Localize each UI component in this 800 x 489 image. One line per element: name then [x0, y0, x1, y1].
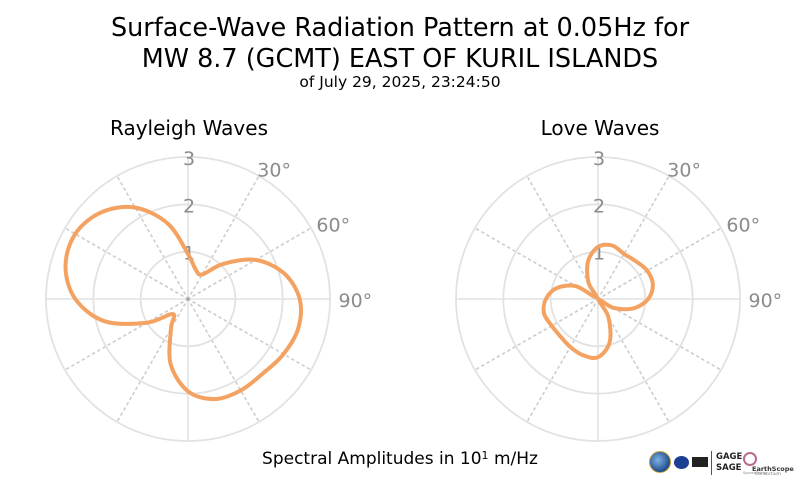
- love-spoke-60: [597, 227, 722, 300]
- chart-subtitle: of July 29, 2025, 23:24:50: [299, 73, 501, 91]
- rayleigh-r-tick-label: 2: [183, 195, 195, 217]
- gage-sage-logo: GAGE SAGE: [711, 451, 742, 475]
- sponsor-logos: GAGE SAGE EarthScope Consortium Sponsore…: [649, 449, 797, 479]
- rayleigh-spoke-330: [116, 175, 189, 300]
- love-r-tick-label: 3: [593, 148, 605, 170]
- love-r-tick-label: 2: [593, 195, 605, 217]
- rayleigh-spoke-240: [64, 298, 189, 371]
- nasa-logo-icon: [674, 456, 689, 469]
- rayleigh-theta-tick-label: 90°: [339, 290, 373, 312]
- sage-logo-text: SAGE: [716, 463, 742, 473]
- rayleigh-spoke-30: [187, 175, 260, 300]
- love-ring-2: [502, 203, 694, 395]
- rayleigh-theta-tick-label: 30°: [257, 160, 291, 182]
- love-spoke-240: [474, 298, 599, 371]
- love-ring-3: [455, 156, 741, 442]
- chart-title-line-1: Surface-Wave Radiation Pattern at 0.05Hz…: [110, 13, 690, 43]
- nsf-logo-icon: [649, 451, 671, 473]
- rayleigh-plot-title: Rayleigh Waves: [109, 116, 268, 140]
- love-theta-tick-label: 30°: [667, 160, 701, 182]
- amplitude-label-prefix: Spectral Amplitudes in 10: [262, 449, 482, 469]
- amplitude-axis-label: Spectral Amplitudes in 101 m/Hz: [0, 449, 800, 469]
- rayleigh-r-tick-label: 3: [183, 148, 195, 170]
- gage-logo-text: GAGE: [716, 452, 743, 462]
- rayleigh-spoke-150: [187, 298, 260, 423]
- love-theta-tick-label: 90°: [749, 290, 783, 312]
- chart-title-line-2: MW 8.7 (GCMT) EAST OF KURIL ISLANDS: [141, 44, 659, 74]
- earthscope-logo-icon: [743, 452, 757, 466]
- love-theta-tick-label: 60°: [726, 215, 760, 237]
- amplitude-label-exponent: 1: [481, 449, 489, 462]
- earthscope-consortium-text: Consortium: [755, 472, 781, 477]
- sponsored-by-text: Sponsored by: [743, 471, 767, 475]
- love-spoke-30: [597, 175, 670, 300]
- usgs-logo-icon: [692, 457, 708, 467]
- rayleigh-spoke-210: [116, 298, 189, 423]
- rayleigh-spoke-60: [187, 227, 312, 300]
- love-radiation-pattern-line: [541, 242, 655, 361]
- rayleigh-radiation-pattern-line: [63, 204, 303, 402]
- amplitude-label-suffix: m/Hz: [488, 449, 538, 469]
- rayleigh-spoke-120: [187, 298, 312, 371]
- love-ring-1: [549, 250, 647, 348]
- love-spoke-210: [526, 298, 599, 423]
- rayleigh-theta-tick-label: 60°: [316, 215, 350, 237]
- rayleigh-ring-3: [45, 156, 331, 442]
- rayleigh-origin: [186, 297, 190, 301]
- love-plot-title: Love Waves: [540, 116, 660, 140]
- earthscope-logo-text: EarthScope: [752, 465, 794, 473]
- rayleigh-spoke-300: [64, 227, 189, 300]
